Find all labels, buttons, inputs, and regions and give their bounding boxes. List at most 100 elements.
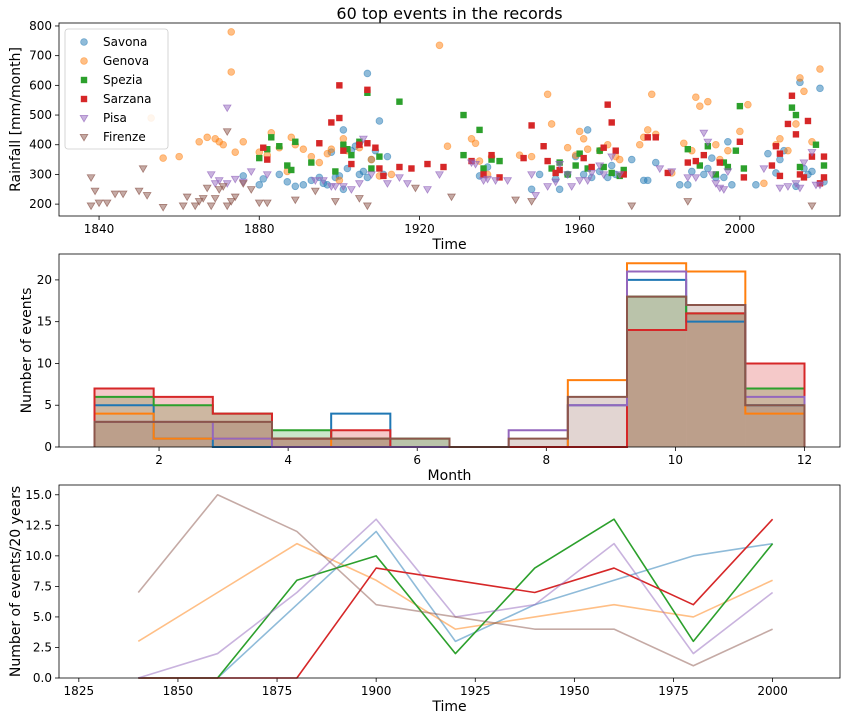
genova-point — [635, 140, 644, 149]
firenze-point — [362, 202, 372, 211]
scatter-panel: 1840 1880 1920 1960 2000 200 300 400 500 600 700 80… — [8, 4, 841, 253]
spezia-point — [548, 165, 555, 172]
y-tick-label: 300 — [29, 167, 52, 181]
x-axis-label: Time — [431, 237, 466, 253]
sarzana-point — [488, 151, 495, 159]
firenze-point — [110, 190, 120, 199]
genova-point — [471, 139, 480, 148]
line-panel: 1825 1850 1875 1900 1925 1950 1975 2000 0.0 2.5 5.… — [8, 484, 841, 715]
savona-point — [776, 155, 784, 164]
sarzana-point — [552, 169, 559, 177]
series-firenze — [86, 128, 817, 212]
firenze-point — [190, 202, 200, 211]
genova-point — [643, 126, 652, 134]
sarzana-point — [692, 157, 700, 165]
genova-point — [696, 102, 704, 110]
sarzana-point — [580, 154, 587, 162]
sarzana-point — [264, 156, 271, 163]
genova-point — [231, 148, 240, 156]
genova-point — [219, 140, 228, 149]
pisa-point — [310, 177, 320, 185]
firenze-line — [137, 493, 773, 667]
savona-point — [724, 137, 732, 146]
pisa-point — [655, 165, 665, 174]
pisa-point — [595, 162, 605, 171]
sarzana-point — [652, 134, 659, 141]
genova-point — [776, 135, 784, 143]
firenze-point — [511, 196, 521, 205]
y-tick-label: 12.5 — [25, 518, 52, 532]
legend-label-firenze: Firenze — [103, 130, 146, 144]
spezia-point — [576, 150, 583, 157]
pisa-point — [607, 153, 617, 162]
genova-point — [367, 155, 376, 164]
pisa-point — [230, 175, 240, 184]
genova-point — [239, 137, 248, 146]
genova-point — [327, 145, 336, 153]
genova-point — [736, 127, 744, 136]
firenze-point — [218, 183, 228, 191]
y-tick-label: 5 — [44, 398, 52, 412]
sarzana-point — [356, 141, 363, 148]
pisa-point — [723, 168, 733, 177]
spezia-bar — [390, 438, 450, 447]
spezia-point — [732, 147, 740, 154]
spezia-point — [308, 159, 315, 166]
sarzana-point — [604, 101, 611, 108]
sarzana-point — [556, 166, 563, 174]
firenze-bar — [153, 421, 213, 447]
pisa-point — [587, 169, 597, 178]
pisa-point — [759, 165, 769, 174]
legend-marker-spezia — [80, 76, 88, 84]
pisa-point — [358, 135, 368, 144]
sarzana-point — [340, 147, 347, 154]
savona-point — [359, 167, 368, 176]
spezia-point — [792, 111, 800, 119]
firenze-histogram-outline — [93, 295, 806, 448]
pisa-point — [551, 178, 561, 187]
y-tick-label: 0 — [44, 440, 52, 454]
genova-point — [816, 65, 824, 73]
firenze-point — [290, 196, 300, 205]
firenze-point — [230, 193, 240, 202]
y-axis-label: Number of events — [19, 288, 35, 414]
y-tick-label: 15 — [37, 315, 52, 329]
genova-point — [679, 139, 688, 148]
spezia-point — [812, 141, 820, 148]
spezia-point — [344, 145, 351, 153]
pisa-point — [354, 180, 364, 188]
axes-frame — [58, 484, 841, 679]
firenze-point — [330, 198, 340, 206]
y-tick-label: 10 — [37, 356, 52, 370]
spezia-point — [600, 163, 607, 171]
spezia-point — [460, 151, 467, 159]
pisa-point — [703, 138, 713, 147]
x-tick-label: 1975 — [658, 684, 689, 698]
genova-point — [547, 120, 556, 128]
sarzana-point — [736, 138, 744, 145]
pisa-point — [543, 183, 553, 191]
firenze-point — [222, 202, 232, 211]
savona-point — [684, 181, 692, 189]
firenze-bar — [627, 296, 687, 447]
firenze-bar — [390, 438, 450, 447]
savona-point — [583, 126, 592, 134]
legend: Savona Genova Spezia Sarzana Pisa Firenze — [64, 28, 169, 150]
histogram-bars — [93, 262, 806, 448]
x-tick-label: 4 — [284, 453, 292, 467]
genova-point — [784, 146, 792, 155]
spezia-point — [712, 171, 720, 178]
scatter-points — [86, 28, 828, 212]
firenze-point — [90, 187, 100, 196]
spezia-point — [796, 163, 804, 171]
firenze-point — [206, 202, 216, 211]
sarzana-point — [372, 144, 379, 151]
savona-point — [607, 161, 616, 170]
pisa-point — [683, 174, 693, 182]
y-tick-label: 10.0 — [25, 549, 52, 563]
firenze-point — [142, 192, 152, 200]
spezia-point — [460, 111, 467, 119]
sarzana-point — [700, 151, 708, 159]
firenze-bar — [508, 438, 568, 447]
spezia-point — [496, 157, 503, 165]
